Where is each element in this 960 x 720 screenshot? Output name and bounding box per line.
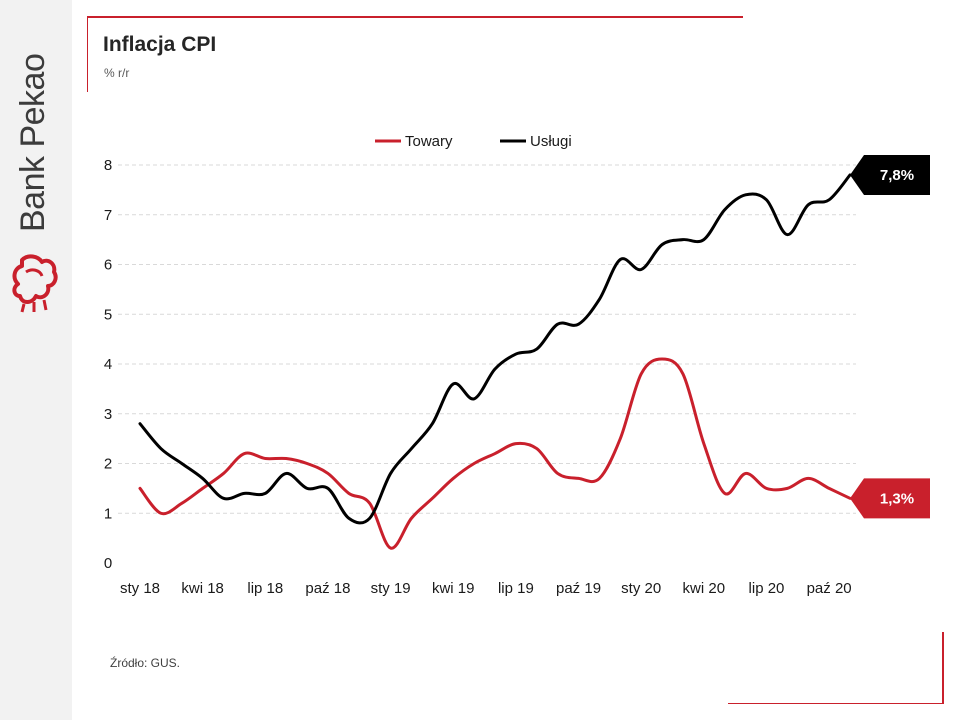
series-line-usługi bbox=[138, 173, 852, 525]
x-tick-label: lip 18 bbox=[247, 580, 283, 597]
legend: Towary Usługi bbox=[375, 133, 572, 150]
end-label-text: 1,3% bbox=[880, 490, 914, 507]
legend-label: Usługi bbox=[530, 133, 572, 150]
y-tick-label: 2 bbox=[104, 456, 112, 473]
pekao-bison-icon bbox=[12, 254, 58, 313]
end-labels: 1,3% 7,8% bbox=[850, 154, 930, 519]
y-tick-label: 8 bbox=[104, 157, 112, 174]
frame-bottom-line bbox=[728, 703, 944, 704]
x-tick-label: paź 18 bbox=[305, 580, 350, 597]
y-tick-label: 7 bbox=[104, 207, 112, 224]
source-note: Źródło: GUS. bbox=[110, 656, 181, 670]
x-tick-label: sty 18 bbox=[120, 580, 160, 597]
frame-left-line bbox=[87, 16, 88, 92]
legend-item-usługi: Usługi bbox=[500, 133, 572, 150]
y-tick-label: 6 bbox=[104, 257, 112, 274]
y-tick-label: 0 bbox=[104, 555, 112, 572]
y-tick-label: 1 bbox=[104, 505, 112, 522]
x-tick-label: lip 20 bbox=[749, 580, 785, 597]
end-label-usługi: 7,8% bbox=[850, 154, 930, 195]
x-tick-label: lip 19 bbox=[498, 580, 534, 597]
x-tick-label: paź 19 bbox=[556, 580, 601, 597]
x-tick-label: sty 19 bbox=[371, 580, 411, 597]
x-tick-label: kwi 18 bbox=[181, 580, 224, 597]
legend-item-towary: Towary bbox=[375, 133, 453, 150]
end-label-towary: 1,3% bbox=[850, 478, 930, 519]
y-tick-label: 5 bbox=[104, 306, 112, 323]
series-line-towary bbox=[138, 357, 852, 550]
x-axis-ticks: sty 18 kwi 18 lip 18 paź 18 sty 19 kwi 19 lip … bbox=[120, 580, 852, 597]
series-layer bbox=[138, 173, 852, 550]
chart-subtitle: % r/r bbox=[104, 66, 130, 80]
legend-label: Towary bbox=[405, 133, 453, 150]
brand-sidebar: Bank Pekao bbox=[0, 0, 72, 720]
end-label-text: 7,8% bbox=[880, 167, 914, 184]
frame-top-line bbox=[87, 16, 743, 18]
frame-right-line bbox=[942, 632, 944, 704]
x-tick-label: paź 20 bbox=[807, 580, 852, 597]
x-tick-label: kwi 20 bbox=[683, 580, 726, 597]
y-tick-label: 4 bbox=[104, 356, 112, 373]
y-axis-ticks: 0 1 2 3 4 5 6 7 8 bbox=[104, 157, 112, 572]
y-tick-label: 3 bbox=[104, 406, 112, 423]
x-tick-label: kwi 19 bbox=[432, 580, 475, 597]
grid-layer bbox=[118, 164, 856, 514]
x-tick-label: sty 20 bbox=[621, 580, 661, 597]
chart-title: Inflacja CPI bbox=[103, 33, 217, 56]
